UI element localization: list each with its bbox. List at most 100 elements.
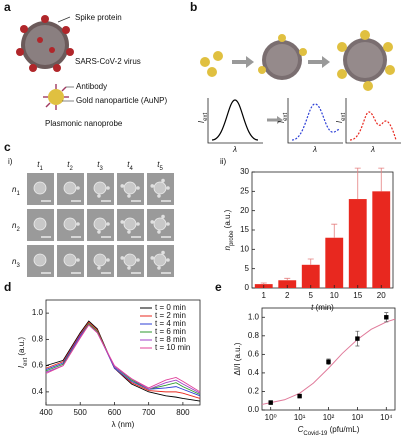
x-tick-label: 800 bbox=[176, 408, 190, 417]
x-tick-label: 10⁴ bbox=[380, 413, 393, 422]
particle bbox=[33, 253, 47, 267]
probe bbox=[97, 230, 101, 234]
time-label: t1 bbox=[37, 160, 43, 171]
particle bbox=[153, 253, 167, 267]
error-bar bbox=[260, 282, 267, 285]
x-tick-label: 20 bbox=[377, 291, 386, 300]
probe bbox=[161, 214, 165, 219]
y-axis-label-part: (a.u.) bbox=[223, 209, 232, 230]
y-tick-label: 0.6 bbox=[248, 349, 260, 358]
particle bbox=[63, 253, 77, 267]
label: Spike protein bbox=[75, 13, 122, 22]
axis-label: Iext bbox=[277, 113, 288, 124]
x-axis-label-part: C bbox=[298, 425, 304, 434]
particle bbox=[93, 181, 107, 195]
probe bbox=[76, 222, 80, 226]
axis-label: Iext bbox=[335, 113, 346, 124]
time-label: t4 bbox=[127, 160, 133, 171]
probe bbox=[161, 250, 165, 255]
particle bbox=[33, 181, 47, 195]
probe bbox=[157, 194, 161, 198]
probe bbox=[157, 266, 161, 270]
probe bbox=[150, 220, 155, 224]
point bbox=[297, 393, 302, 399]
x-axis-label: CCovid-19 (pfu/mL) bbox=[298, 425, 360, 436]
probe bbox=[161, 178, 165, 183]
probe bbox=[76, 258, 80, 262]
bar bbox=[372, 191, 391, 288]
bar bbox=[301, 264, 320, 288]
axis-label: λ bbox=[370, 145, 375, 154]
legend-label: t = 2 min bbox=[155, 311, 186, 320]
probe bbox=[106, 258, 110, 262]
x-axis-label: λ (nm) bbox=[112, 420, 135, 429]
time-label-part: 2 bbox=[69, 166, 73, 172]
time-label-part: t bbox=[37, 160, 40, 169]
y-tick-label: 1.0 bbox=[32, 308, 44, 317]
spectrum-line bbox=[45, 320, 201, 402]
panel-label: e bbox=[215, 280, 222, 294]
bar bbox=[325, 237, 344, 288]
row-label: n3 bbox=[12, 257, 20, 268]
spectrum-sketches bbox=[207, 98, 401, 144]
row-label: n2 bbox=[12, 221, 20, 232]
probe bbox=[157, 230, 161, 234]
time-label-part: t bbox=[127, 160, 130, 169]
probe bbox=[120, 220, 125, 224]
y-axis-label: ΔI/I (a.u.) bbox=[233, 342, 242, 375]
sub-label: ii) bbox=[220, 157, 227, 166]
particle bbox=[63, 181, 77, 195]
axis-label-part: ext bbox=[341, 113, 347, 121]
row-label: n1 bbox=[12, 185, 20, 196]
probe bbox=[150, 184, 155, 188]
probe bbox=[150, 256, 155, 260]
particle bbox=[153, 217, 167, 231]
time-label: t5 bbox=[157, 160, 163, 171]
y-axis-label-part: (a.u.) bbox=[17, 337, 26, 358]
axis-label-part: I bbox=[335, 120, 344, 123]
time-label: t2 bbox=[67, 160, 73, 171]
nanoprobe-illustration bbox=[43, 84, 74, 110]
legend-label: t = 10 min bbox=[155, 343, 190, 352]
y-tick-label: 0.8 bbox=[32, 334, 44, 343]
x-tick-label: 600 bbox=[108, 408, 122, 417]
time-label-part: 1 bbox=[39, 166, 43, 172]
time-label-part: 3 bbox=[99, 166, 103, 172]
probe bbox=[106, 222, 110, 226]
error-bar bbox=[284, 277, 291, 281]
probe bbox=[97, 194, 101, 198]
legend-label: t = 0 min bbox=[155, 303, 186, 312]
particle bbox=[93, 217, 107, 231]
fit-line bbox=[261, 318, 396, 405]
row-label-part: 2 bbox=[16, 227, 20, 233]
panel-label: d bbox=[4, 280, 11, 294]
legend-label: t = 6 min bbox=[155, 327, 186, 336]
point bbox=[268, 400, 273, 405]
axis-label-part: I bbox=[277, 120, 286, 123]
bar bbox=[348, 199, 367, 288]
particle bbox=[93, 253, 107, 267]
probe bbox=[120, 256, 125, 260]
row-label-part: 3 bbox=[16, 263, 20, 269]
x-tick-label: 1 bbox=[262, 291, 267, 300]
y-tick-label: 0.8 bbox=[248, 331, 260, 340]
error-bar bbox=[354, 167, 361, 200]
x-tick-label: 400 bbox=[39, 408, 53, 417]
sub-label: i) bbox=[8, 157, 13, 166]
row-label-part: 1 bbox=[16, 191, 20, 197]
virus-illustration bbox=[16, 15, 74, 72]
error-bar bbox=[378, 167, 385, 192]
probe bbox=[106, 186, 110, 190]
point bbox=[326, 359, 331, 364]
spectrum-line bbox=[45, 321, 201, 399]
spectrum-line bbox=[45, 324, 201, 393]
row-label-part: n bbox=[12, 257, 17, 266]
y-axis-label: nprobe (a.u.) bbox=[223, 209, 234, 250]
y-tick-label: 0.2 bbox=[248, 387, 260, 396]
y-axis-label-part: I bbox=[17, 365, 26, 368]
time-label: t3 bbox=[97, 160, 103, 171]
time-label-part: t bbox=[67, 160, 70, 169]
axis-label: λ bbox=[232, 145, 237, 154]
y-axis-label-part: ext bbox=[23, 358, 29, 366]
error-bar bbox=[331, 223, 338, 238]
